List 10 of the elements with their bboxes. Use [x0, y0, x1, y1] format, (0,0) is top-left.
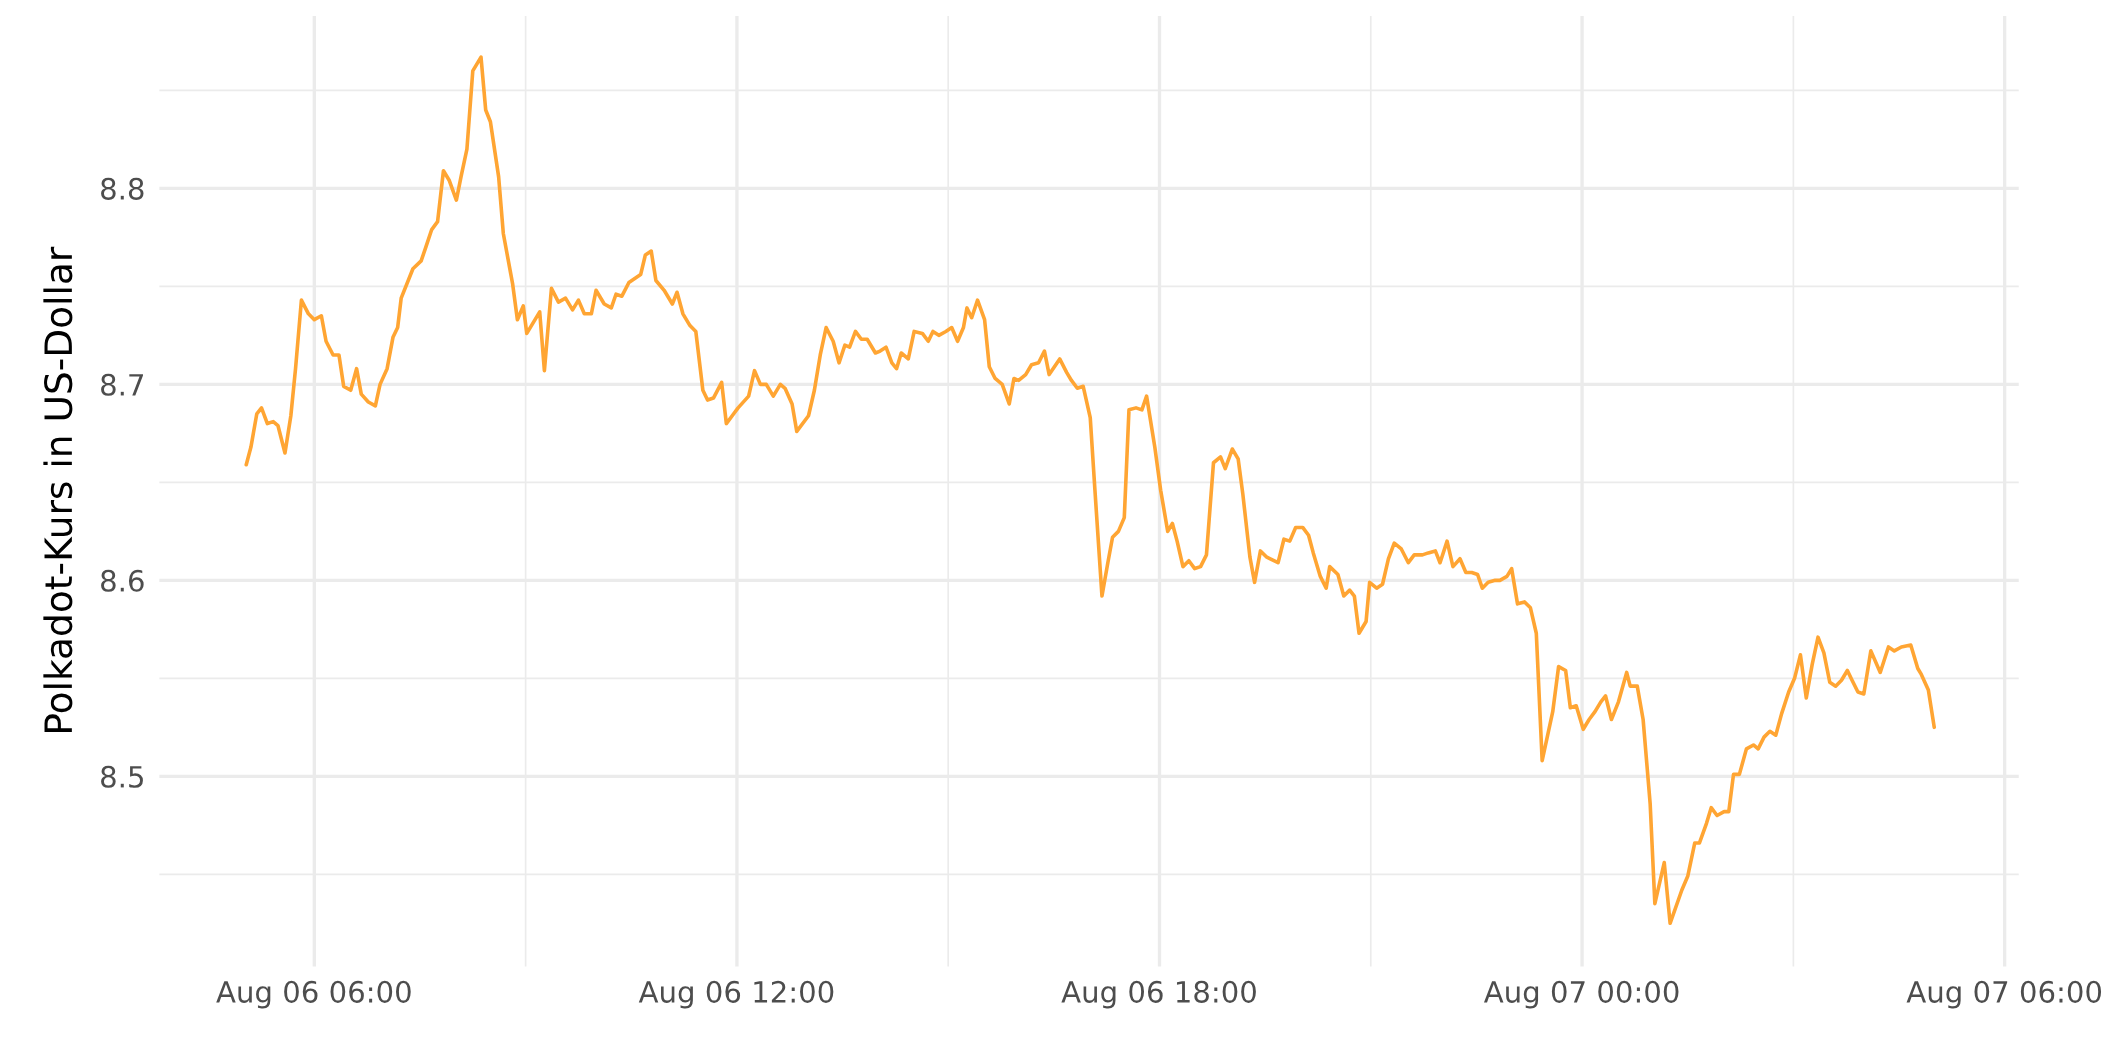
- x-tick-label: Aug 07 06:00: [1906, 980, 2102, 1009]
- y-tick-label: 8.6: [101, 569, 144, 592]
- y-tick-label: 8.5: [101, 765, 143, 788]
- x-tick-label: Aug 06 06:00: [216, 980, 411, 1009]
- y-axis-title: Polkadot-Kurs in US-Dollar: [43, 246, 73, 732]
- x-tick-label: Aug 07 00:00: [1483, 980, 1679, 1009]
- y-tick-label: 8.8: [101, 177, 144, 200]
- y-tick-label: 8.7: [101, 373, 143, 396]
- x-tick-label: Aug 06 12:00: [638, 980, 834, 1009]
- x-tick-label: Aug 06 18:00: [1061, 980, 1256, 1009]
